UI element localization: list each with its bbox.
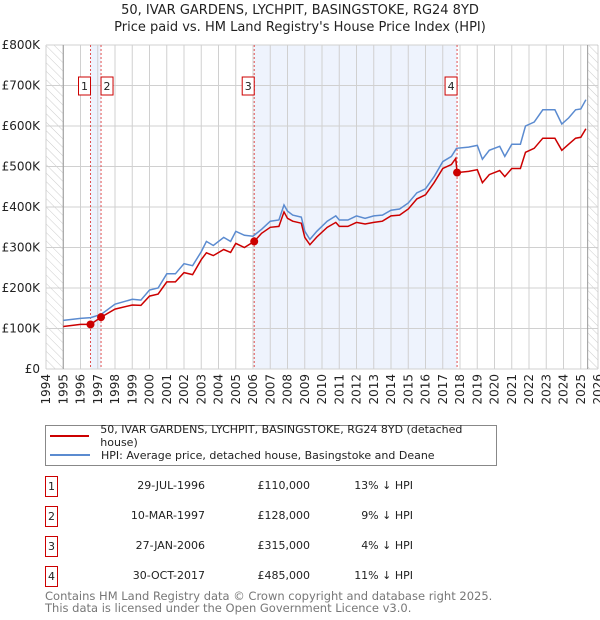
transaction-hpi-diff: 4% ↓ HPI bbox=[361, 539, 413, 552]
y-tick-label: £500K bbox=[2, 160, 42, 174]
x-tick-label: 2005 bbox=[229, 374, 243, 405]
x-tick-label: 2012 bbox=[350, 374, 364, 405]
y-tick-label: £600K bbox=[2, 119, 42, 133]
x-tick-label: 2013 bbox=[367, 374, 381, 405]
transaction-price: £110,000 bbox=[257, 479, 311, 492]
y-tick-label: £300K bbox=[2, 241, 42, 255]
x-tick-label: 2023 bbox=[539, 374, 553, 405]
x-tick-label: 2018 bbox=[453, 374, 467, 405]
x-tick-label: 2006 bbox=[246, 374, 260, 405]
transaction-date: 30-OCT-2017 bbox=[132, 569, 205, 582]
transaction-hpi-diff: 11% ↓ HPI bbox=[354, 569, 413, 582]
x-tick-label: 2011 bbox=[332, 374, 346, 405]
licence-notice: This data is licensed under the Open Gov… bbox=[45, 601, 412, 615]
sale-label-box bbox=[100, 76, 114, 96]
sale-label: 2 bbox=[104, 80, 111, 93]
x-tick-label: 1996 bbox=[74, 374, 88, 405]
footer: Contains HM Land Registry data © Crown c… bbox=[45, 590, 492, 614]
sale-point bbox=[250, 237, 259, 246]
sale-point bbox=[453, 168, 462, 177]
hpi-line bbox=[63, 99, 587, 322]
transaction-date: 10-MAR-1997 bbox=[130, 509, 205, 522]
transaction-marker: 1 bbox=[45, 476, 58, 497]
transaction-row: 1 29-JUL-1996 £110,000 13% ↓ HPI bbox=[45, 476, 445, 498]
property-price-line bbox=[63, 128, 587, 328]
x-tick-label: 2024 bbox=[557, 374, 571, 405]
property-line-swatch bbox=[50, 435, 90, 437]
transaction-price: £315,000 bbox=[257, 539, 311, 552]
x-tick-label: 2021 bbox=[505, 374, 519, 405]
sale-label: 3 bbox=[245, 80, 252, 93]
transaction-date: 27-JAN-2006 bbox=[135, 539, 205, 552]
x-tick-label: 2019 bbox=[470, 374, 484, 405]
x-tick-label: 1994 bbox=[39, 374, 53, 405]
x-tick-label: 2014 bbox=[384, 374, 398, 405]
legend-label-hpi: HPI: Average price, detached house, Basi… bbox=[101, 448, 435, 462]
x-tick-label: 2016 bbox=[419, 374, 433, 405]
legend-item-property: 50, IVAR GARDENS, LYCHPIT, BASINGSTOKE, … bbox=[50, 423, 496, 449]
y-tick-label: £400K bbox=[2, 200, 42, 214]
transaction-marker: 2 bbox=[45, 506, 58, 527]
x-tick-label: 2015 bbox=[401, 374, 415, 405]
transaction-price: £485,000 bbox=[257, 569, 311, 582]
x-tick-label: 2025 bbox=[574, 374, 588, 405]
y-tick-label: £800K bbox=[2, 38, 42, 52]
x-tick-label: 1997 bbox=[91, 374, 105, 405]
sale-label: 4 bbox=[448, 80, 455, 93]
price-chart: 1994 1995 1996 1997 1998 1999 2000 2001 2002 2003… bbox=[2, 38, 600, 405]
transaction-marker: 4 bbox=[45, 566, 58, 587]
legend-item-hpi: HPI: Average price, detached house, Basi… bbox=[50, 447, 435, 463]
sale-label: 1 bbox=[81, 80, 88, 93]
x-tick-label: 2004 bbox=[212, 374, 226, 405]
transaction-row: 3 27-JAN-2006 £315,000 4% ↓ HPI bbox=[45, 536, 445, 558]
x-tick-label: 2017 bbox=[436, 374, 450, 405]
x-tick-label: 2003 bbox=[194, 374, 208, 405]
sale-point bbox=[97, 313, 106, 322]
x-tick-label: 2000 bbox=[143, 374, 157, 405]
hpi-line-swatch bbox=[50, 454, 90, 456]
x-tick-label: 2009 bbox=[298, 374, 312, 405]
transaction-row: 4 30-OCT-2017 £485,000 11% ↓ HPI bbox=[45, 566, 445, 588]
chart-title: 50, IVAR GARDENS, LYCHPIT, BASINGSTOKE, … bbox=[121, 3, 479, 18]
x-tick-label: 2020 bbox=[488, 374, 502, 405]
transaction-price: £128,000 bbox=[257, 509, 311, 522]
x-tick-label: 1995 bbox=[56, 374, 70, 405]
x-tick-label: 2002 bbox=[177, 374, 191, 405]
legend: 50, IVAR GARDENS, LYCHPIT, BASINGSTOKE, … bbox=[45, 423, 497, 466]
legend-label-property: 50, IVAR GARDENS, LYCHPIT, BASINGSTOKE, … bbox=[100, 423, 463, 449]
x-tick-label: 2026 bbox=[591, 374, 600, 405]
y-tick-label: £700K bbox=[2, 79, 42, 93]
y-tick-label: £100K bbox=[2, 322, 42, 336]
transaction-hpi-diff: 13% ↓ HPI bbox=[354, 479, 413, 492]
x-tick-label: 2001 bbox=[160, 374, 174, 405]
x-tick-label: 2010 bbox=[315, 374, 329, 405]
sale-label-box bbox=[241, 76, 255, 96]
sale-label-box bbox=[78, 76, 92, 96]
transaction-row: 2 10-MAR-1997 £128,000 9% ↓ HPI bbox=[45, 506, 445, 528]
x-tick-label: 1998 bbox=[108, 374, 122, 405]
y-tick-label: £0 bbox=[25, 362, 40, 376]
sale-point bbox=[86, 320, 95, 329]
chart-subtitle: Price paid vs. HM Land Registry's House … bbox=[114, 20, 486, 35]
x-tick-label: 2022 bbox=[522, 374, 536, 405]
y-tick-label: £200K bbox=[2, 281, 42, 295]
transaction-date: 29-JUL-1996 bbox=[137, 479, 205, 492]
transaction-hpi-diff: 9% ↓ HPI bbox=[361, 509, 413, 522]
x-tick-label: 2008 bbox=[281, 374, 295, 405]
x-tick-label: 1999 bbox=[125, 374, 139, 405]
x-tick-label: 2007 bbox=[263, 374, 277, 405]
sale-label-box bbox=[444, 76, 458, 96]
copyright-notice: Contains HM Land Registry data © Crown c… bbox=[45, 589, 493, 603]
transaction-marker: 3 bbox=[45, 536, 58, 557]
